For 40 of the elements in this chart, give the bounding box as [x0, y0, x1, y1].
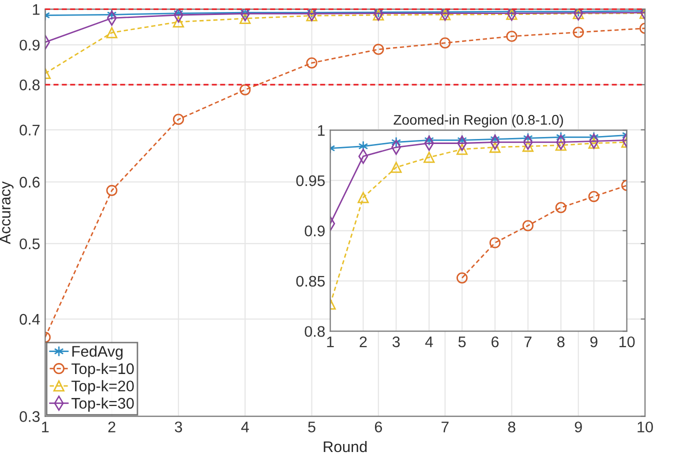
x-tick-label: 8 [508, 422, 516, 432]
y-tick-label: 0.8 [20, 80, 40, 90]
x-tick-label: 4 [425, 336, 433, 348]
y-tick-label: 0.95 [296, 175, 325, 186]
x-tick-label: 8 [557, 336, 564, 348]
x-tick-label: 9 [574, 422, 582, 432]
y-tick-label: 1 [318, 125, 325, 136]
x-tick-label: 10 [619, 336, 635, 348]
x-tick-label: 1 [42, 422, 49, 432]
x-tick-label: 3 [392, 336, 400, 348]
x-tick-label: 2 [108, 422, 116, 432]
x-tick-label: 6 [374, 422, 382, 432]
legend-label: Top-k=20 [71, 380, 134, 394]
y-tick-label: 1 [32, 4, 40, 15]
legend-label: Top-k=10 [71, 362, 134, 378]
legend-label: Top-k=30 [71, 397, 134, 412]
x-tick-label: 5 [458, 336, 466, 348]
y-tick-label: 0.9 [304, 226, 325, 236]
x-tick-label: 7 [442, 422, 449, 432]
x-tick-label: 1 [327, 336, 334, 348]
x-tick-label: 6 [492, 336, 499, 348]
y-tick-label: 0.5 [20, 238, 40, 250]
y-tick-label: 0.3 [20, 411, 40, 422]
x-tick-label: 5 [308, 422, 316, 432]
x-tick-label: 3 [174, 422, 182, 432]
x-axis-title: Round [324, 440, 367, 452]
y-tick-label: 0.85 [296, 276, 325, 287]
x-tick-label: 9 [590, 336, 598, 348]
y-tick-label: 0.7 [20, 124, 40, 136]
x-tick-label: 4 [241, 422, 249, 432]
x-tick-label: 7 [524, 336, 532, 348]
y-tick-label: 0.6 [20, 176, 40, 188]
x-tick-label: 2 [360, 336, 367, 348]
y-axis-title: Accuracy [0, 181, 14, 244]
x-tick-label: 10 [638, 422, 653, 432]
y-tick-label: 0.4 [20, 314, 40, 325]
y-tick-label: 0.9 [20, 40, 40, 51]
legend-label: FedAvg [72, 346, 123, 360]
chart-title: Zoomed-in Region (0.8-1.0) [394, 114, 563, 128]
y-tick-label: 0.8 [304, 326, 325, 337]
